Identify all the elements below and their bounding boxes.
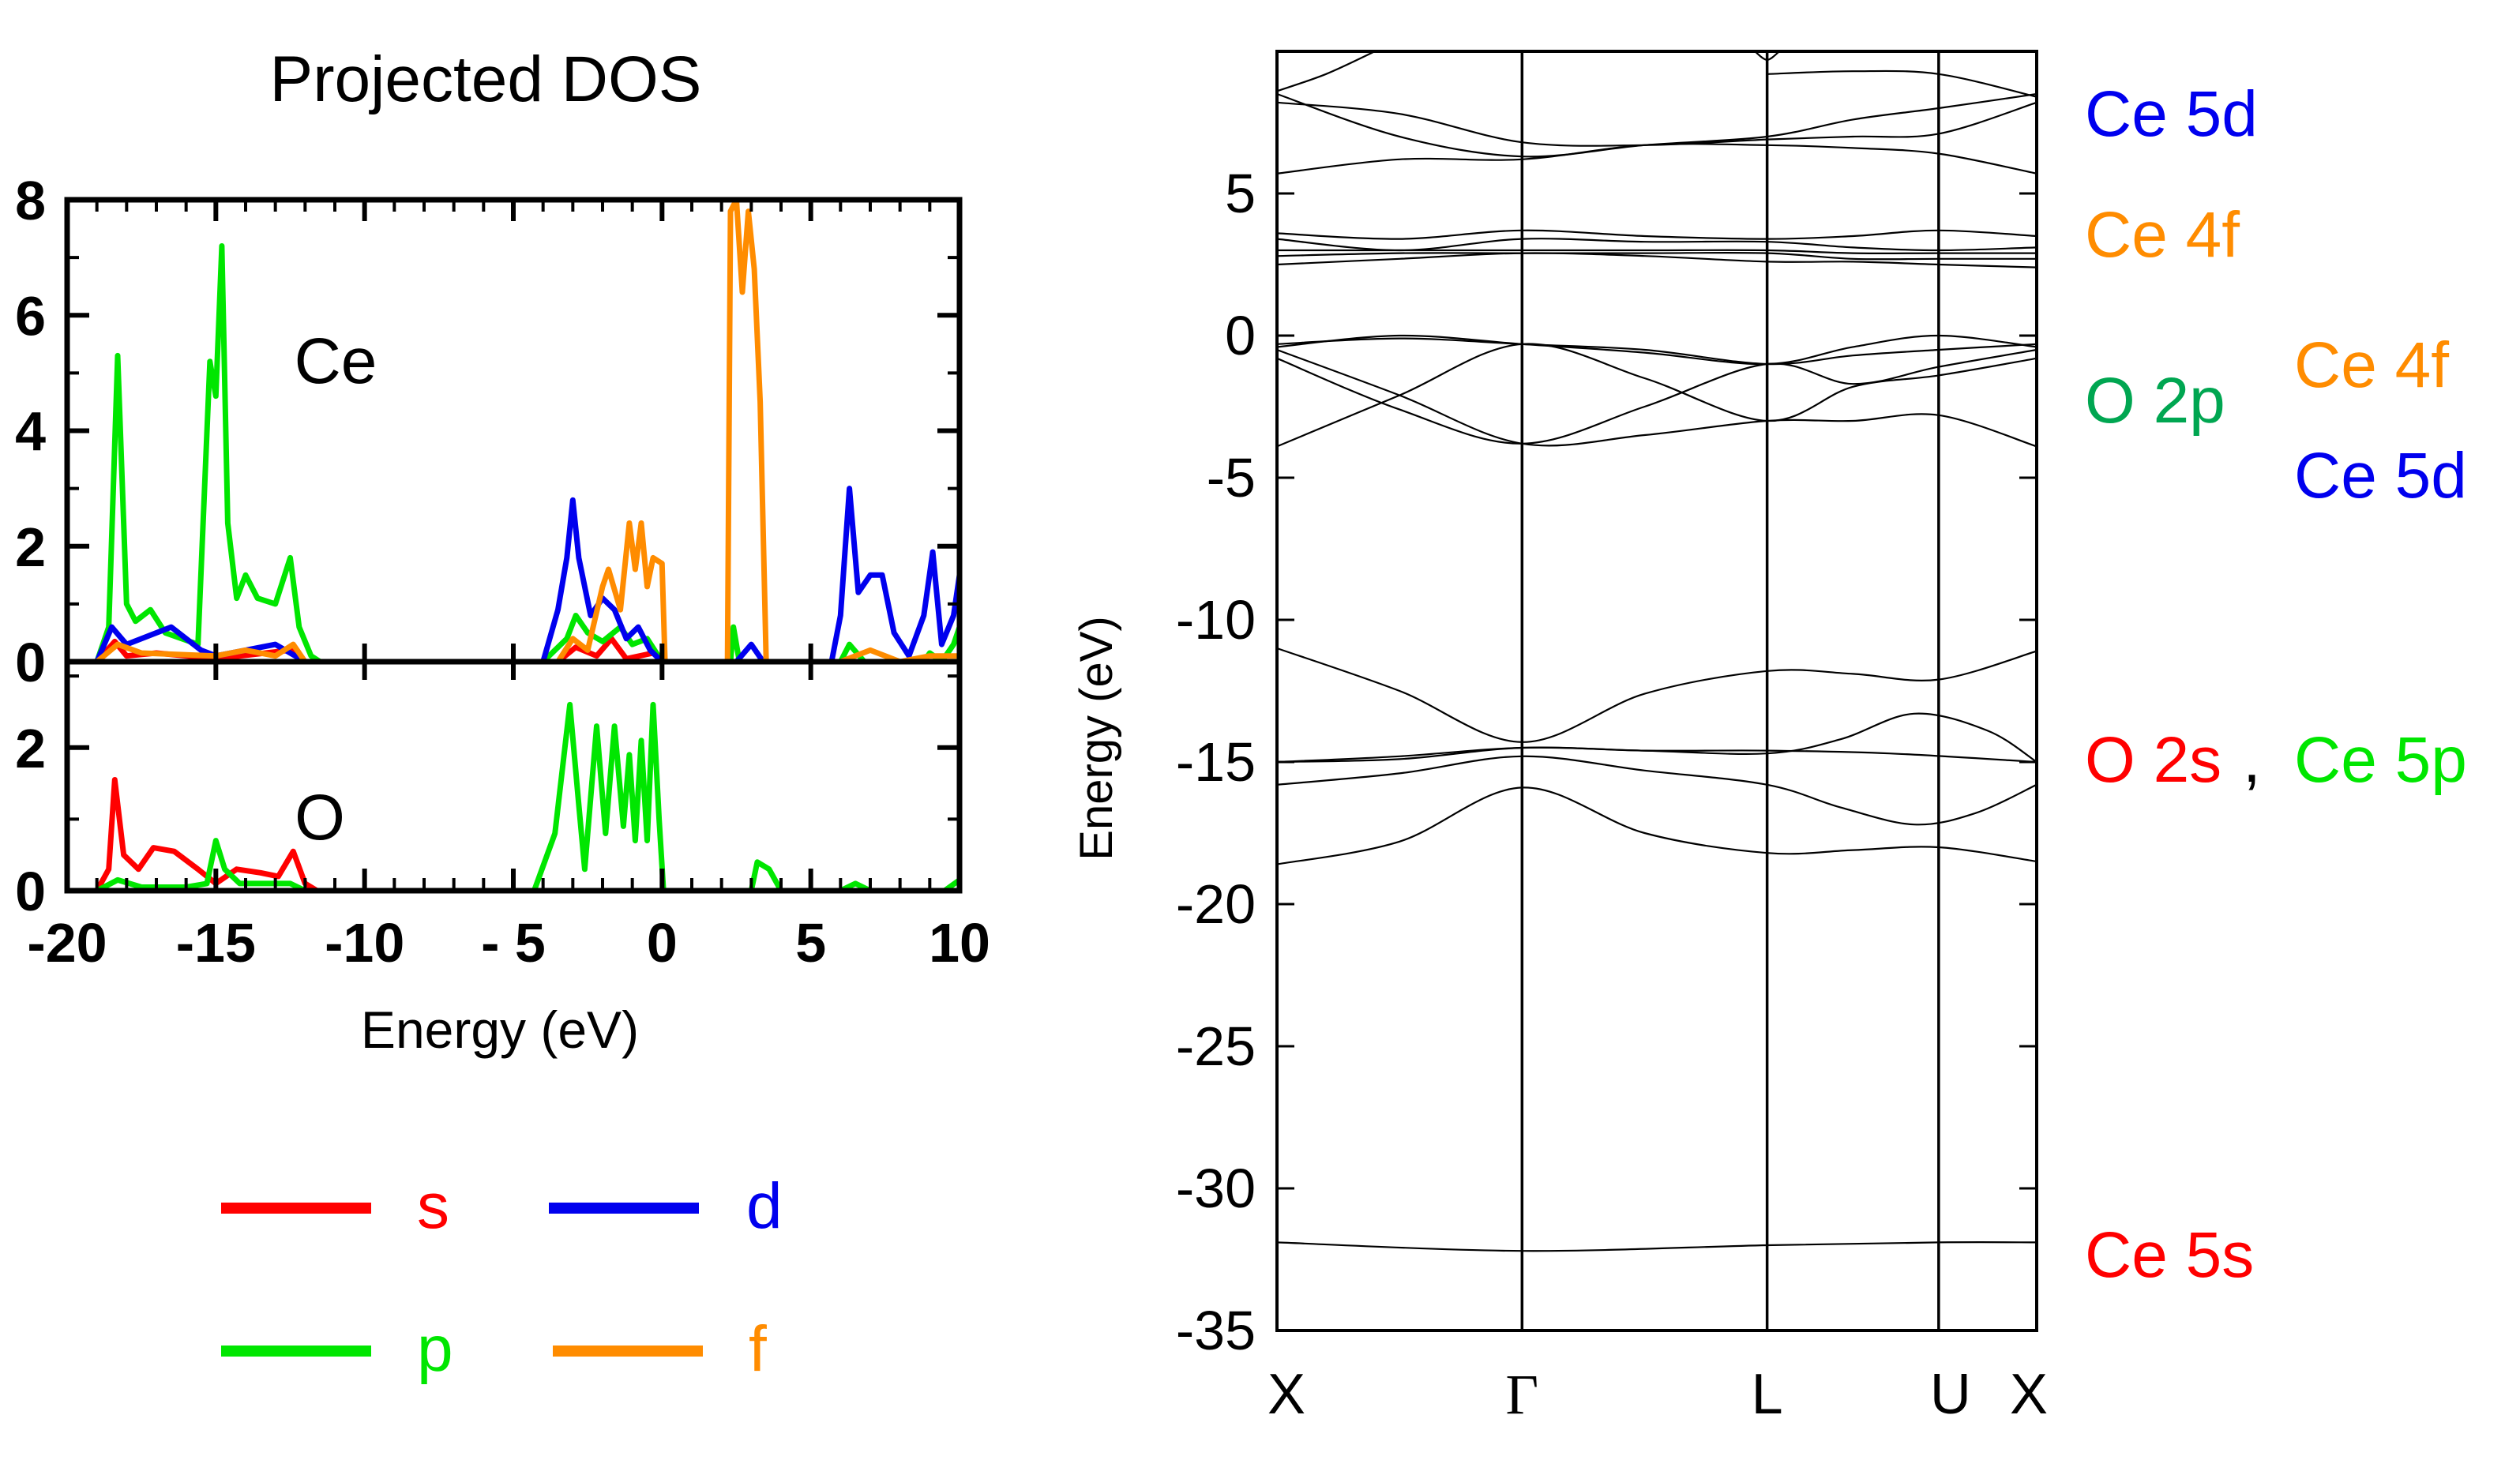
band-line — [1277, 786, 2037, 865]
dos-x-tick-label: -20 — [27, 912, 107, 974]
band-y-tick-label: -30 — [1176, 1158, 1256, 1219]
band-character-label: O 2p — [2085, 365, 2225, 437]
k-point-label: Γ — [1506, 1363, 1539, 1426]
legend-label-f: f — [749, 1313, 767, 1385]
band-y-tick-label: -15 — [1176, 731, 1256, 793]
dos-legend: s d p f — [221, 1170, 783, 1385]
dos-x-tick-label: -15 — [176, 912, 256, 974]
k-point-label: X — [2010, 1363, 2048, 1426]
dos-x-tick-label: -10 — [325, 912, 404, 974]
band-line — [1277, 343, 2037, 448]
dos-x-tick-label: 0 — [647, 912, 678, 974]
band-y-tick-label: 5 — [1225, 163, 1256, 224]
dos-o-y-tick-label: 0 — [15, 861, 46, 922]
band-y-tick-label: -20 — [1176, 873, 1256, 935]
dos-series-ce-p — [94, 243, 963, 665]
band-character-label: , — [2243, 724, 2261, 796]
band-line — [1277, 755, 2037, 826]
dos-ce-y-tick-label: 6 — [15, 285, 46, 347]
band-line — [1277, 348, 2037, 448]
dos-x-tick-label: - 5 — [481, 912, 546, 974]
band-y-tick-label: 0 — [1225, 305, 1256, 366]
band-line — [1277, 251, 2037, 261]
band-line — [1277, 143, 2037, 175]
band-line — [1277, 51, 1376, 92]
band-character-label: O 2s — [2085, 724, 2221, 796]
band-y-axis-label: Energy (eV) — [1071, 616, 1122, 860]
high-symmetry-lines — [1520, 51, 1940, 1331]
band-line — [1277, 1241, 2037, 1252]
dos-ce-y-tick-labels: 8 6 4 2 0 — [15, 170, 46, 693]
band-line — [1277, 229, 2037, 240]
band-lines — [1277, 51, 2037, 1252]
band-line — [1277, 334, 2037, 366]
band-line — [1277, 252, 2037, 268]
band-ticks — [1277, 192, 2037, 1332]
band-frame — [1275, 50, 2038, 1332]
band-line — [1277, 348, 2037, 445]
dos-series-o-p — [96, 701, 962, 894]
band-y-tick-label: -25 — [1176, 1015, 1256, 1077]
band-line — [1277, 746, 2037, 764]
band-line — [1277, 101, 2037, 147]
band-character-label: Ce 5p — [2294, 724, 2467, 796]
legend-label-s: s — [417, 1170, 449, 1242]
dos-o-y-tick-label: 2 — [15, 718, 46, 779]
band-character-label: Ce 5d — [2085, 78, 2258, 150]
k-point-label: X — [1268, 1363, 1305, 1426]
legend-label-d: d — [746, 1170, 783, 1242]
band-line — [1277, 92, 2037, 158]
band-y-tick-labels: 5 0 -5 -10 -15 -20 -25 -30 -35 — [1176, 163, 1256, 1361]
k-point-label: L — [1752, 1363, 1783, 1426]
dos-ticks — [65, 197, 962, 893]
dos-title: Projected DOS — [270, 43, 702, 115]
band-line — [1277, 238, 2037, 252]
dos-panel-label-ce: Ce — [295, 325, 377, 397]
band-line — [1277, 647, 2037, 743]
dos-o-series — [94, 701, 962, 894]
dos-ce-y-tick-label: 8 — [15, 170, 46, 231]
dos-x-tick-label: 10 — [929, 912, 990, 974]
dos-ce-series — [94, 197, 963, 665]
band-line — [1277, 712, 2037, 764]
band-character-labels: Ce 5d Ce 4f O 2p Ce 4f Ce 5d O 2s, Ce 5p Ce 5s — [2085, 78, 2467, 1291]
band-y-tick-label: -5 — [1207, 447, 1256, 509]
dos-o-y-tick-labels: 20 — [15, 718, 46, 922]
dos-x-axis-label: Energy (eV) — [361, 1000, 639, 1059]
dos-x-tick-label: 5 — [795, 912, 826, 974]
band-character-label: Ce 5s — [2085, 1219, 2254, 1291]
dos-panel-label-o: O — [295, 782, 345, 854]
dos-ce-y-tick-label: 4 — [15, 401, 46, 463]
legend-label-p: p — [417, 1313, 453, 1385]
band-line — [1767, 69, 2037, 98]
band-character-label: Ce 4f — [2294, 329, 2449, 401]
band-y-tick-label: -10 — [1176, 589, 1256, 651]
dos-ce-y-tick-label: 2 — [15, 516, 46, 578]
dos-series-ce-f — [95, 197, 960, 665]
band-y-tick-label: -35 — [1176, 1300, 1256, 1361]
k-point-label: U — [1930, 1363, 1971, 1426]
band-character-label: Ce 4f — [2085, 199, 2240, 271]
dos-x-tick-labels: -20 -15 -10 - 5 0 5 10 — [27, 912, 990, 974]
band-character-label: Ce 5d — [2294, 440, 2467, 512]
dos-ce-y-tick-label: 0 — [15, 632, 46, 693]
band-line — [1277, 337, 2037, 366]
